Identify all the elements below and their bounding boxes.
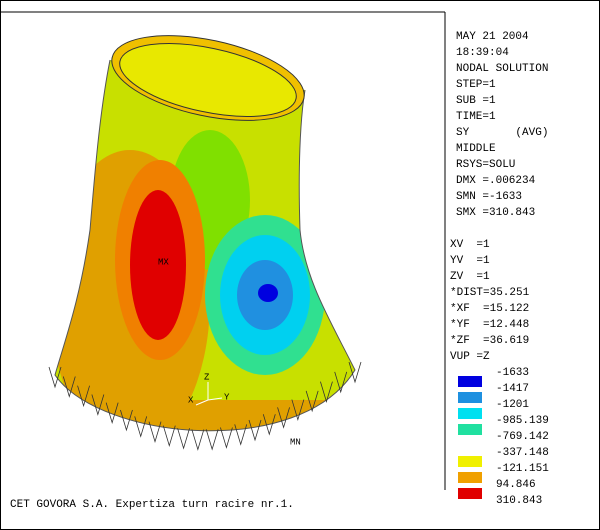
column [120, 409, 133, 432]
legend-swatch [458, 408, 482, 419]
info-line: RSYS=SOLU [456, 159, 515, 171]
column [205, 429, 219, 451]
column [234, 424, 248, 446]
column [191, 429, 205, 451]
view-line: *XF =15.122 [450, 303, 529, 315]
legend-swatch [458, 488, 482, 499]
legend-label: -1201 [496, 399, 529, 411]
info-line: NODAL SOLUTION [456, 63, 548, 75]
legend-label: -985.139 [496, 415, 549, 427]
info-line: STEP=1 [456, 79, 496, 91]
axis-y [207, 397, 223, 401]
legend-label: 94.846 [496, 479, 536, 491]
view-line: *ZF =36.619 [450, 335, 529, 347]
column [77, 385, 90, 408]
info-line: MAY 21 2004 [456, 31, 529, 43]
legend-swatch [458, 424, 482, 435]
legend-label: -121.151 [496, 463, 549, 475]
footer: CET GOVORA S.A. Expertiza turn racire nr… [10, 499, 294, 511]
view-line: *YF =12.448 [450, 319, 529, 331]
legend-label: -1633 [496, 367, 529, 379]
column [105, 402, 119, 425]
column [277, 407, 290, 429]
column [148, 421, 162, 444]
column [134, 416, 148, 438]
legend-label: -769.142 [496, 431, 549, 443]
min-label: MN [290, 437, 301, 447]
view-line: ZV =1 [450, 271, 490, 283]
legend-swatch [458, 472, 482, 483]
column [291, 399, 305, 421]
column [177, 428, 190, 450]
info-line: MIDDLE [456, 143, 496, 155]
axis-label: Y [224, 392, 230, 402]
legend-label: -1417 [496, 383, 529, 395]
view-line: XV =1 [450, 239, 490, 251]
tower-outline [54, 59, 356, 432]
axis-label: X [188, 395, 194, 405]
column [220, 427, 233, 449]
info-line: SMX =310.843 [456, 207, 535, 219]
info-line: SUB =1 [456, 95, 496, 107]
axis-x [195, 399, 209, 406]
view-line: VUP =Z [450, 351, 490, 363]
view-line: *DIST=35.251 [450, 287, 530, 299]
column [334, 371, 348, 394]
column [262, 414, 276, 436]
info-line: DMX =.006234 [456, 175, 536, 187]
column [348, 361, 362, 384]
info-line: 18:39:04 [456, 47, 509, 59]
column [320, 381, 333, 404]
axis-label: Z [204, 372, 210, 382]
column [48, 366, 62, 389]
info-line: SY (AVG) [456, 127, 548, 139]
view-line: YV =1 [450, 255, 490, 267]
info-line: SMN =-1633 [456, 191, 522, 203]
legend-swatch [458, 376, 482, 387]
column [162, 425, 176, 447]
column [91, 394, 105, 416]
inner-rim [119, 43, 297, 117]
legend-label: 310.843 [496, 495, 542, 507]
column [305, 390, 319, 413]
max-label: MX [158, 257, 169, 267]
legend-label: -337.148 [496, 447, 549, 459]
info-line: TIME=1 [456, 111, 496, 123]
column [248, 419, 262, 442]
support-columns [48, 361, 362, 451]
legend-swatch [458, 456, 482, 467]
column [62, 376, 76, 398]
legend-swatch [458, 392, 482, 403]
